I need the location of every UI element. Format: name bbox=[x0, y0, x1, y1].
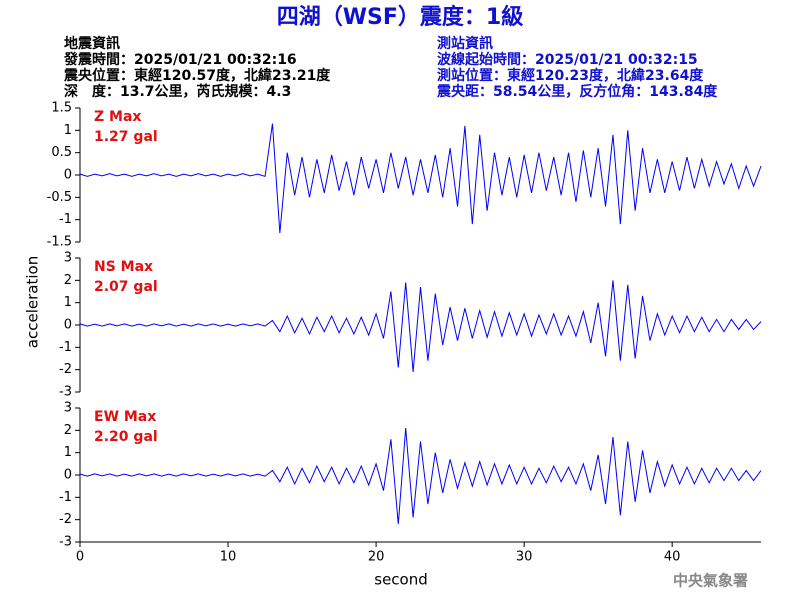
info-left: 發震時間：2025/01/21 00:32:16 bbox=[63, 51, 297, 68]
y-tick-label: -3 bbox=[59, 535, 72, 550]
y-tick-label: 2 bbox=[64, 423, 72, 438]
y-tick-label: -1 bbox=[59, 340, 72, 355]
info-right: 測站資訊 bbox=[437, 35, 493, 52]
y-tick-label: 2 bbox=[64, 273, 72, 288]
x-tick-label: 10 bbox=[220, 550, 237, 565]
y-tick-label: 3 bbox=[64, 251, 72, 266]
info-left: 深 度：13.7公里，芮氏規模：4.3 bbox=[64, 83, 291, 100]
max-annotation: EW Max bbox=[94, 409, 156, 425]
max-annotation: NS Max bbox=[94, 259, 153, 275]
y-tick-label: 1 bbox=[64, 445, 72, 460]
y-tick-label: 1.5 bbox=[51, 101, 72, 116]
y-tick-label: -2 bbox=[59, 362, 72, 377]
y-tick-label: -3 bbox=[59, 385, 72, 400]
info-right: 震央距：58.54公里，反方位角：143.84度 bbox=[436, 83, 718, 100]
info-right: 測站位置：東經120.23度，北緯23.64度 bbox=[437, 67, 704, 84]
y-tick-label: 0 bbox=[64, 168, 72, 183]
max-annotation: Z Max bbox=[94, 109, 141, 125]
footer: 中央氣象署 bbox=[673, 572, 748, 590]
info-left: 震央位置：東經120.57度，北緯23.21度 bbox=[63, 67, 331, 84]
y-tick-label: 3 bbox=[64, 401, 72, 416]
waveform bbox=[79, 280, 762, 372]
y-tick-label: -1 bbox=[59, 490, 72, 505]
title: 四湖（WSF）震度：1級 bbox=[277, 4, 523, 30]
info-right: 波線起始時間：2025/01/21 00:32:15 bbox=[437, 51, 698, 68]
info-left: 地震資訊 bbox=[64, 35, 120, 52]
x-axis-label: second bbox=[374, 571, 428, 589]
max-annotation: 1.27 gal bbox=[94, 129, 158, 145]
y-tick-label: 0 bbox=[64, 318, 72, 333]
y-tick-label: -0.5 bbox=[47, 190, 72, 205]
y-tick-label: 0 bbox=[64, 468, 72, 483]
y-tick-label: -1.5 bbox=[47, 235, 72, 250]
x-tick-label: 20 bbox=[368, 550, 385, 565]
y-tick-label: 1 bbox=[64, 295, 72, 310]
max-annotation: 2.07 gal bbox=[94, 279, 158, 295]
y-tick-label: -2 bbox=[59, 512, 72, 527]
y-tick-label: -1 bbox=[59, 212, 72, 227]
y-tick-label: 1 bbox=[64, 123, 72, 138]
max-annotation: 2.20 gal bbox=[94, 429, 158, 445]
waveform bbox=[79, 428, 762, 525]
y-axis-label: acceleration bbox=[24, 256, 42, 348]
x-tick-label: 40 bbox=[664, 550, 681, 565]
waveform bbox=[79, 123, 762, 234]
x-tick-label: 0 bbox=[76, 550, 84, 565]
x-tick-label: 30 bbox=[516, 550, 533, 565]
y-tick-label: 0.5 bbox=[51, 145, 72, 160]
